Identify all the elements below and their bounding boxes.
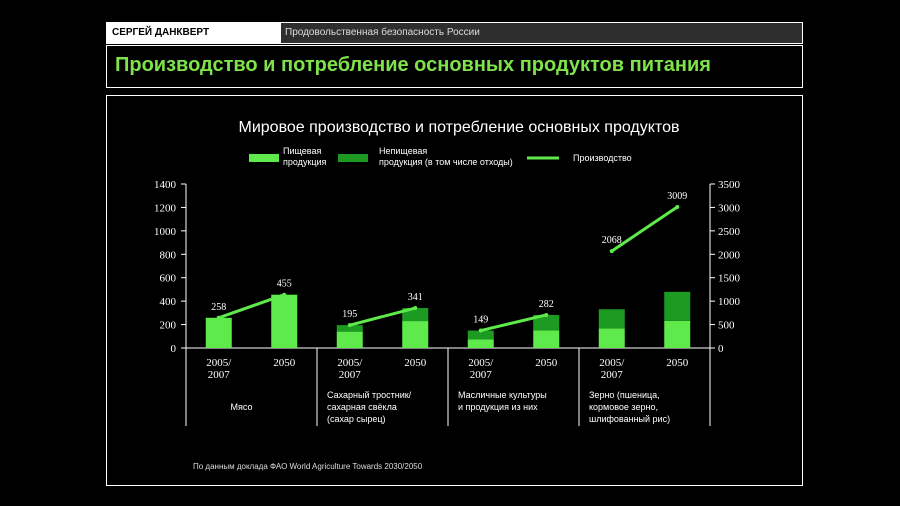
bar-nonfood: [402, 308, 429, 322]
data-label: 282: [539, 299, 554, 310]
y-right-tick-label: 3500: [718, 179, 741, 191]
y-left-tick-label: 200: [160, 320, 177, 332]
y-left-tick-label: 800: [160, 249, 177, 261]
y-right-tick-label: 3000: [718, 202, 741, 214]
bar-food: [664, 320, 691, 348]
y-right-tick-label: 2000: [718, 249, 741, 261]
category-label: 2005/2007: [206, 357, 232, 381]
category-label: 2005/2007: [337, 357, 363, 381]
bar-food: [336, 331, 363, 348]
bar-nonfood: [598, 309, 625, 329]
chart-svg: Мировое производство и потребление основ…: [154, 119, 741, 471]
group-label: Масличные культуры и продукция из них: [458, 390, 547, 412]
category-label: 2050: [535, 357, 558, 369]
slide-title-box: Производство и потребление основных прод…: [106, 45, 803, 88]
production-point: [282, 292, 287, 297]
topic-label: Продовольственная безопасность России: [285, 27, 480, 38]
production-point: [478, 328, 483, 333]
bar-nonfood: [336, 325, 363, 332]
production-point: [347, 323, 352, 328]
data-label: 195: [342, 309, 357, 320]
y-left-tick-label: 1400: [154, 179, 177, 191]
bar-food: [598, 328, 625, 348]
production-line: [480, 313, 547, 333]
data-label: 341: [408, 292, 423, 303]
chart-title: Мировое производство и потребление основ…: [239, 119, 680, 136]
legend-swatch-food: [249, 154, 279, 162]
y-right-tick-label: 1000: [718, 296, 741, 308]
production-line: [218, 293, 285, 320]
y-right-tick-label: 0: [718, 343, 724, 355]
production-point: [413, 306, 418, 311]
production-point: [675, 205, 680, 210]
bar-nonfood: [664, 291, 691, 321]
y-right-tick-label: 2500: [718, 226, 741, 238]
bar-nonfood: [533, 314, 560, 331]
data-label: 2068: [602, 235, 622, 246]
data-label: 3009: [667, 191, 687, 202]
category-label: 2050: [404, 357, 427, 369]
category-label: 2005/2007: [599, 357, 625, 381]
legend-swatch-nonfood: [338, 154, 368, 162]
y-left-tick-label: 600: [160, 273, 177, 285]
legend-food-label: Пищевая продукция: [283, 146, 327, 167]
category-label: 2050: [273, 357, 296, 369]
y-left-tick-label: 400: [160, 296, 177, 308]
bar-food: [533, 330, 560, 348]
y-right-tick-label: 1500: [718, 273, 741, 285]
bar-nonfood: [467, 330, 494, 340]
bar-food: [205, 317, 232, 348]
legend-production-label: Производство: [573, 153, 632, 163]
category-label: 2050: [666, 357, 689, 369]
production-point: [544, 312, 549, 317]
legend-nonfood-label: Непищевая продукция (в том числе отходы): [379, 146, 513, 167]
group-label: Зерно (пшеница, кормовое зерно, шлифованны…: [589, 390, 670, 424]
production-point: [609, 249, 614, 254]
production-line: [610, 205, 679, 253]
plot-area: 0 200 400 600 800 1000 1200 1400 0 500 1000 1500 200…: [154, 179, 741, 426]
slide-title: Производство и потребление основных прод…: [115, 54, 711, 76]
bar-food: [271, 294, 298, 348]
y-right-tick-label: 500: [718, 320, 735, 332]
bar-food: [467, 339, 494, 348]
data-label: 455: [277, 279, 292, 290]
header-bar: СЕРГЕЙ ДАНКВЕРТ Продовольственная безопа…: [106, 22, 803, 44]
category-label: 2005/2007: [468, 357, 494, 381]
group-label: Сахарный тростник/сахарная свёкла (сахар …: [327, 390, 412, 424]
group-label: Мясо: [231, 402, 253, 412]
bar-food: [402, 321, 429, 348]
y-left-tick-label: 1000: [154, 226, 177, 238]
author-label: СЕРГЕЙ ДАНКВЕРТ: [107, 23, 281, 43]
y-left-tick-label: 1200: [154, 202, 177, 214]
source-note: По данным доклада ФАО World Agriculture …: [193, 462, 423, 471]
data-label: 149: [473, 315, 488, 326]
chart-frame: Мировое производство и потребление основ…: [106, 95, 803, 486]
production-point: [216, 315, 221, 320]
production-line: [349, 306, 416, 327]
y-left-tick-label: 0: [171, 343, 177, 355]
data-label: 258: [211, 302, 226, 313]
